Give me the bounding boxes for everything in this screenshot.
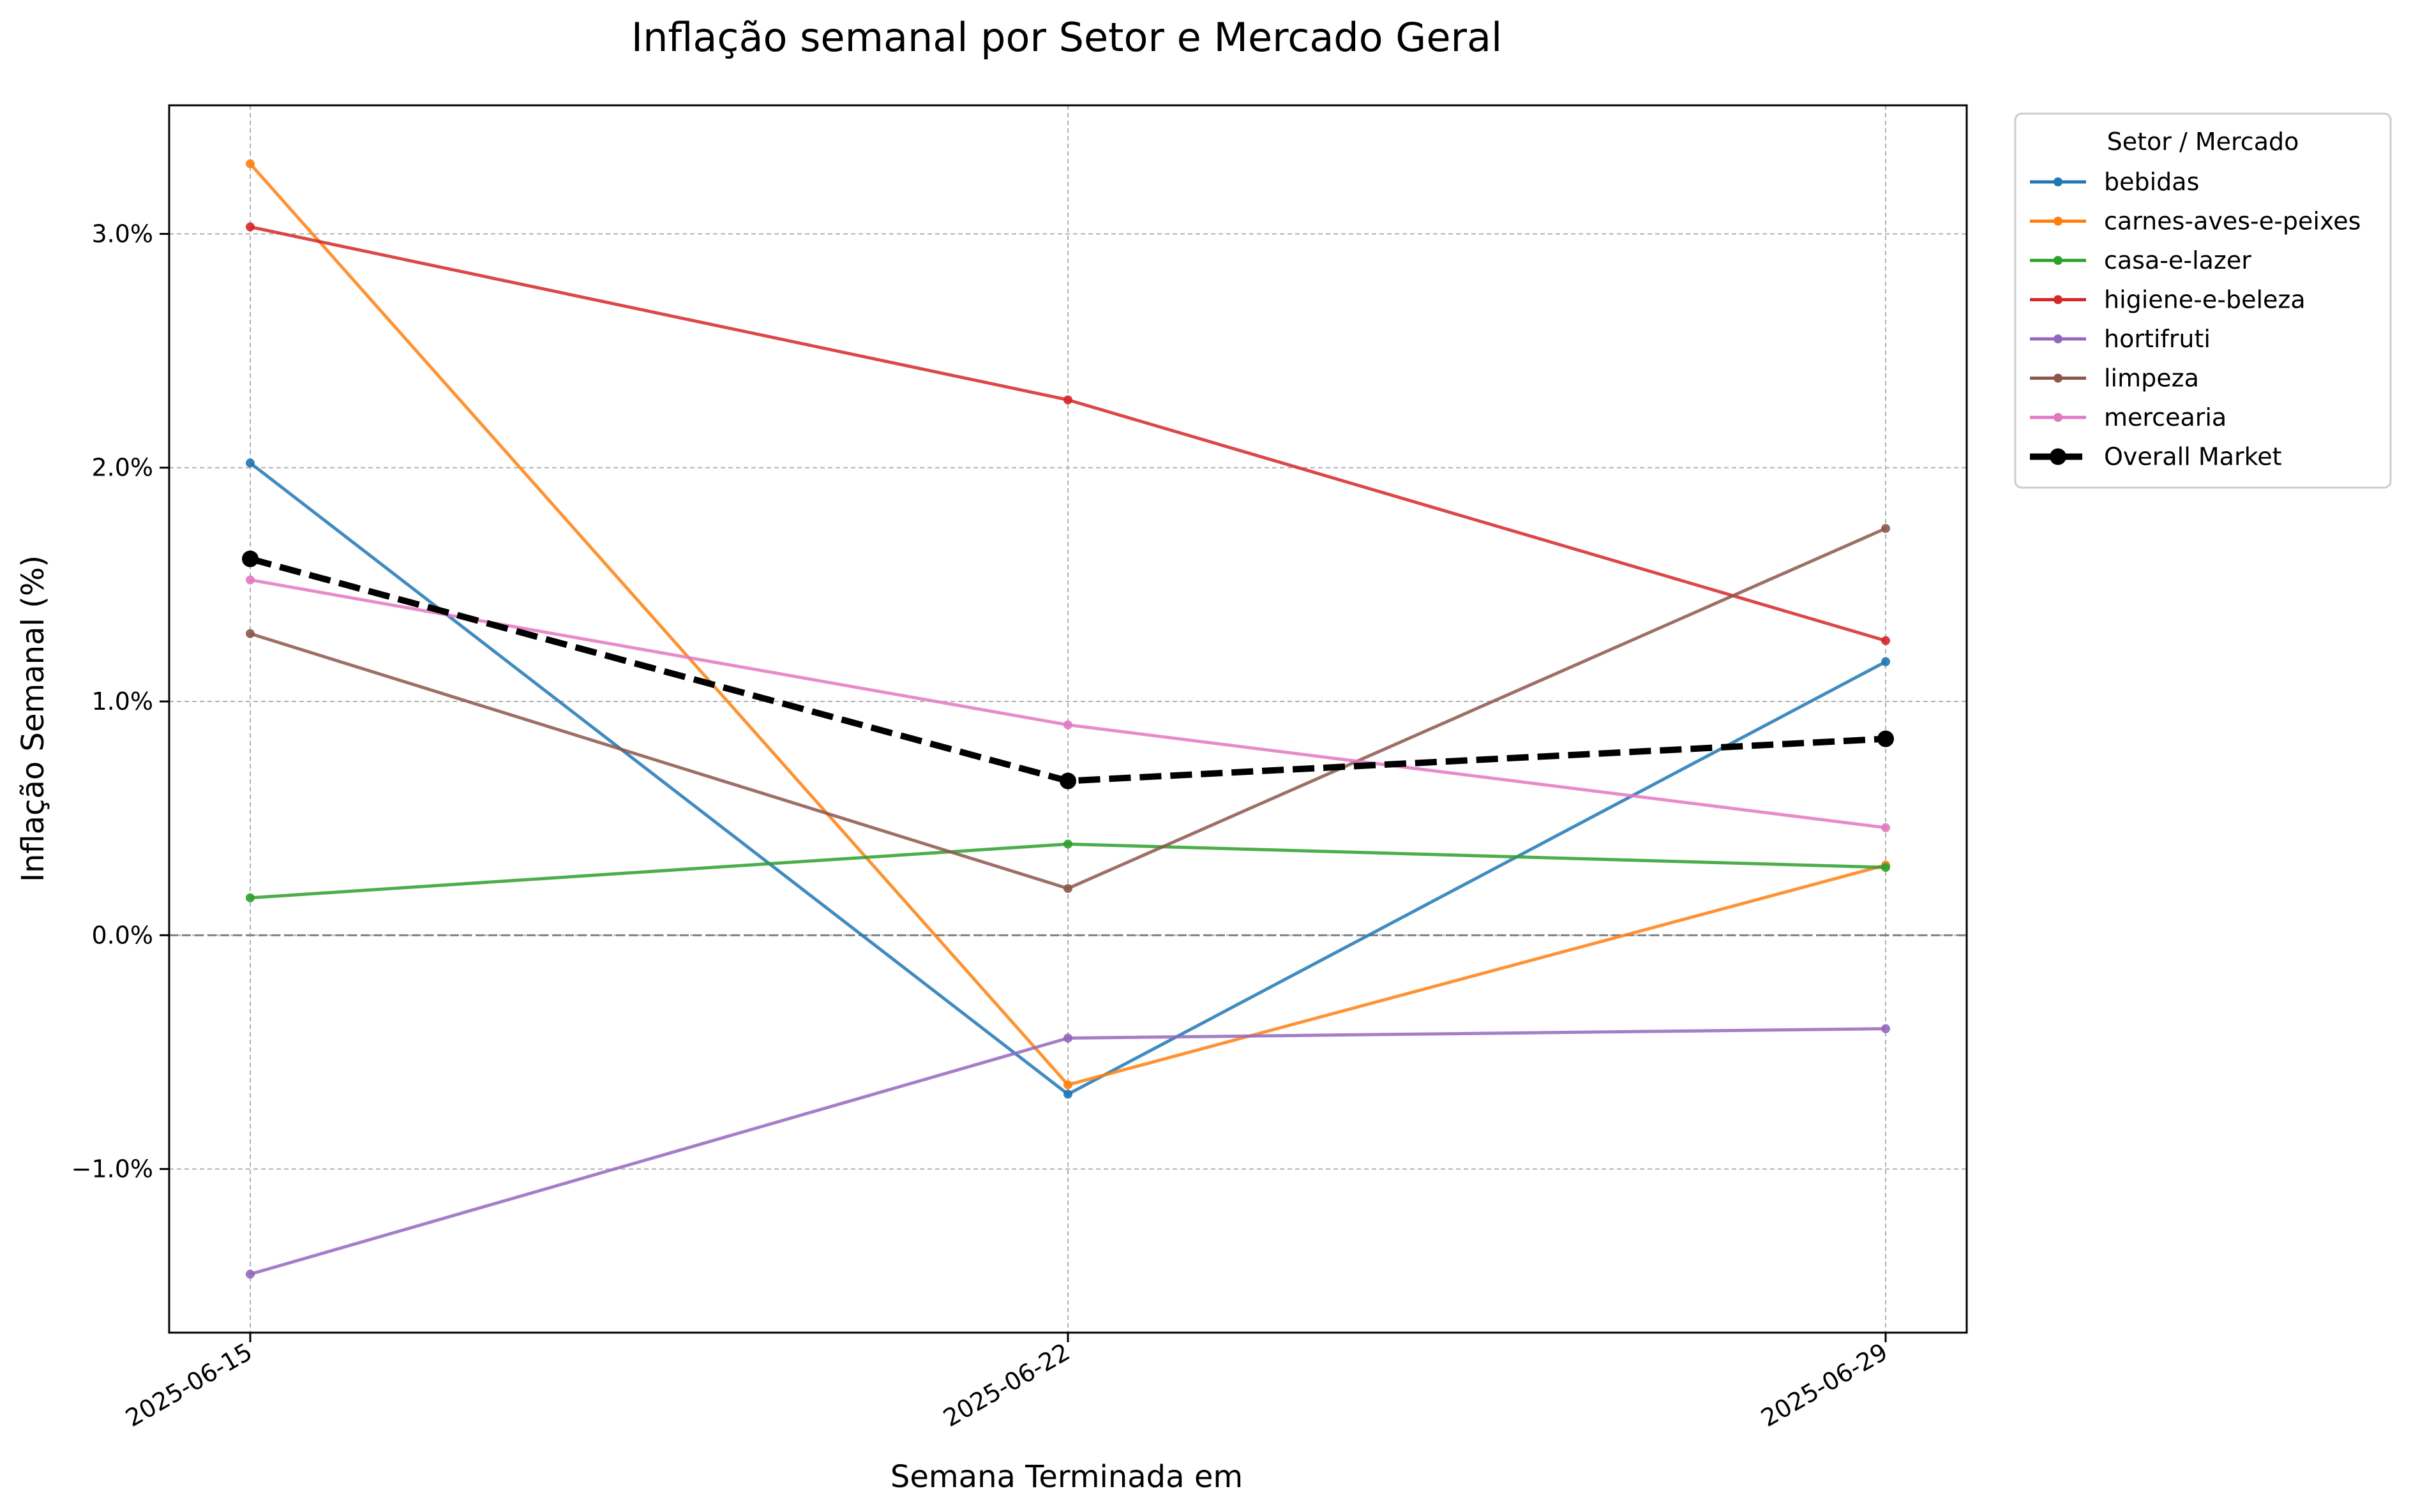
data-point xyxy=(1881,1024,1890,1033)
legend-item: casa-e-lazer xyxy=(2030,246,2251,274)
data-point xyxy=(1881,524,1890,533)
series-hortifruti xyxy=(246,1024,1890,1279)
data-point xyxy=(1063,884,1072,894)
y-tick-label: 2.0% xyxy=(91,454,153,482)
x-tick-label: 2025-06-22 xyxy=(938,1338,1074,1433)
legend-label: hortifruti xyxy=(2104,325,2211,353)
chart-title: Inflação semanal por Setor e Mercado Ger… xyxy=(631,14,1502,61)
grid xyxy=(169,105,1967,1333)
data-point xyxy=(246,893,255,902)
legend-swatch-marker xyxy=(2054,177,2062,186)
legend-label: Overall Market xyxy=(2104,443,2282,471)
legend-swatch-marker xyxy=(2054,413,2062,422)
series-line xyxy=(250,225,1886,643)
data-point xyxy=(1063,1089,1072,1099)
data-point xyxy=(246,629,255,638)
legend-label: casa-e-lazer xyxy=(2104,246,2251,274)
data-point xyxy=(246,458,255,468)
legend-item: mercearia xyxy=(2030,403,2227,431)
axes: 2025-06-15 2025-06-22 2025-06-29 −1.0% 0.0% 1… xyxy=(71,220,1893,1432)
legend-swatch-marker xyxy=(2054,334,2062,343)
data-point xyxy=(1881,863,1890,872)
data-point xyxy=(246,159,255,168)
y-tick-label: −1.0% xyxy=(71,1155,153,1183)
series-limpeza xyxy=(246,524,1890,894)
legend-swatch-marker xyxy=(2050,448,2066,465)
data-point xyxy=(1063,1080,1072,1089)
legend-title: Setor / Mercado xyxy=(2107,128,2299,156)
legend-label: higiene-e-beleza xyxy=(2104,286,2306,314)
data-point xyxy=(1063,839,1072,849)
data-point xyxy=(246,222,255,232)
data-point xyxy=(1877,730,1894,747)
legend-label: limpeza xyxy=(2104,364,2199,393)
data-point xyxy=(242,550,259,567)
y-tick-label: 3.0% xyxy=(91,220,153,248)
legend-swatch-marker xyxy=(2054,373,2062,383)
series-carnes-aves-e-peixes xyxy=(246,159,1890,1089)
x-tick-label: 2025-06-15 xyxy=(121,1338,257,1433)
data-point xyxy=(246,575,255,585)
legend: Setor / Mercado bebidas carnes-aves-e-pei… xyxy=(2014,112,2392,489)
legend-label: mercearia xyxy=(2104,403,2227,431)
y-tick-label: 0.0% xyxy=(91,921,153,949)
series-overall-market xyxy=(242,550,1894,790)
legend-item: Overall Market xyxy=(2030,443,2282,471)
data-point xyxy=(1063,720,1072,730)
data-point xyxy=(1881,636,1890,645)
legend-swatch-marker xyxy=(2054,216,2062,226)
series-higiene-e-beleza xyxy=(246,222,1890,645)
data-point xyxy=(1881,823,1890,832)
x-tick-label: 2025-06-29 xyxy=(1756,1338,1892,1433)
legend-item: bebidas xyxy=(2030,168,2199,196)
x-axis-label: Semana Terminada em xyxy=(890,1459,1243,1495)
data-point xyxy=(1063,395,1072,405)
legend-item: higiene-e-beleza xyxy=(2030,286,2306,314)
legend-swatch-marker xyxy=(2054,295,2062,304)
legend-item: hortifruti xyxy=(2030,325,2211,353)
legend-label: bebidas xyxy=(2104,168,2199,196)
y-tick-label: 1.0% xyxy=(91,687,153,715)
legend-swatch-marker xyxy=(2054,256,2062,265)
data-point xyxy=(1063,1033,1072,1043)
series-bebidas xyxy=(246,458,1890,1099)
series-mercearia xyxy=(246,575,1890,832)
data-point xyxy=(1060,772,1076,790)
data-point xyxy=(246,1269,255,1279)
legend-item: carnes-aves-e-peixes xyxy=(2030,207,2361,236)
legend-item: limpeza xyxy=(2030,364,2199,393)
series-casa-e-lazer xyxy=(246,839,1890,902)
data-point xyxy=(1881,657,1890,666)
y-axis-label: Inflação Semanal (%) xyxy=(15,555,51,882)
legend-box xyxy=(2014,112,2392,489)
legend-label: carnes-aves-e-peixes xyxy=(2104,207,2361,236)
series-lines xyxy=(242,159,1894,1279)
legend-items: bebidas carnes-aves-e-peixes casa-e-lazer h… xyxy=(2030,168,2361,471)
